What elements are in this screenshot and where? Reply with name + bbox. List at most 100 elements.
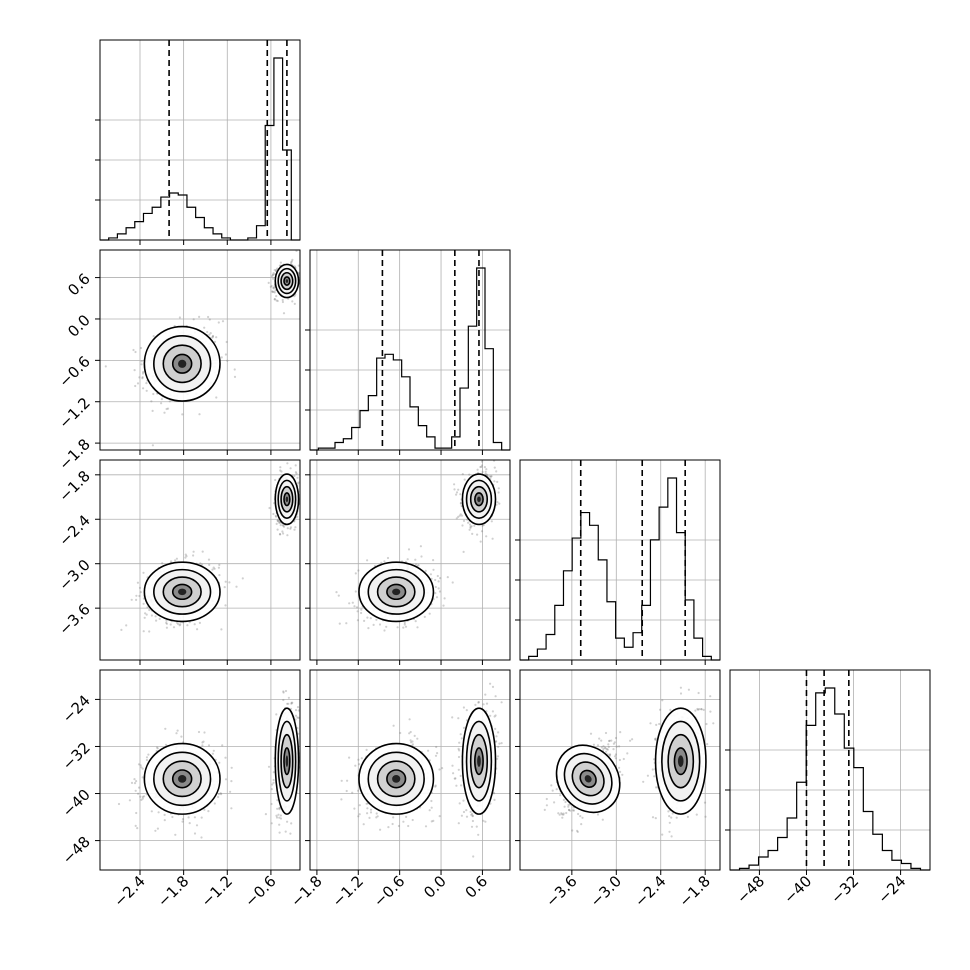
scatter-point	[467, 521, 470, 524]
scatter-point	[290, 261, 293, 264]
scatter-point	[278, 533, 282, 536]
scatter-point	[432, 568, 435, 571]
scatter-point	[165, 621, 168, 624]
scatter-point	[281, 300, 284, 304]
scatter-point	[291, 300, 294, 303]
scatter-point	[269, 285, 272, 288]
scatter-point	[289, 526, 292, 529]
scatter-point	[301, 494, 303, 496]
scatter-point	[338, 622, 341, 625]
scatter-point	[140, 798, 143, 802]
histogram-p3	[515, 459, 721, 661]
contour-line	[283, 747, 291, 776]
scatter-point	[481, 460, 484, 463]
scatter-point	[439, 577, 442, 580]
scatter-point	[272, 771, 275, 774]
scatter-point	[197, 730, 201, 734]
scatter-point	[473, 524, 476, 527]
scatter-point	[174, 559, 177, 562]
scatter-point	[293, 528, 296, 531]
panel-frame	[519, 459, 721, 661]
scatter-point	[365, 802, 368, 805]
scatter-point	[452, 772, 455, 775]
contour-line	[143, 325, 221, 402]
scatter-point	[206, 330, 209, 334]
scatter-point	[493, 480, 496, 483]
scatter-point	[281, 524, 284, 527]
scatter-point	[351, 601, 354, 604]
scatter-point	[134, 824, 137, 828]
histogram-step-line	[310, 267, 510, 451]
panel-frame	[99, 249, 301, 451]
scatter-point	[156, 827, 159, 830]
scatter-point	[138, 376, 141, 379]
scatter-point	[207, 810, 210, 813]
scatter-point	[437, 580, 440, 583]
scatter-point	[337, 594, 340, 597]
scatter-point	[279, 261, 282, 264]
scatter-point	[161, 562, 164, 565]
scatter-point	[282, 524, 285, 527]
scatter-point	[462, 519, 466, 523]
histogram-p2	[305, 249, 511, 451]
scatter-panel-p2-p3	[309, 459, 511, 661]
scatter-point	[366, 616, 369, 619]
scatter-point	[184, 553, 187, 556]
scatter-point	[451, 581, 454, 584]
scatter-point	[225, 340, 228, 344]
scatter-point	[297, 482, 300, 485]
scatter-point	[140, 766, 143, 769]
contour-line	[283, 492, 291, 507]
scatter-point	[282, 532, 285, 535]
scatter-point	[403, 621, 406, 624]
scatter-point	[279, 533, 282, 536]
scatter-point	[453, 777, 456, 780]
panel-frame	[729, 669, 931, 871]
scatter-point	[134, 384, 137, 388]
scatter-point	[402, 820, 405, 823]
scatter-point	[276, 799, 279, 802]
scatter-point	[163, 411, 166, 414]
panel-frame	[309, 249, 511, 451]
scatter-point	[220, 793, 223, 796]
scatter-point	[229, 790, 232, 793]
scatter-point	[392, 724, 395, 727]
scatter-point	[141, 767, 144, 770]
scatter-point	[459, 493, 462, 496]
scatter-point	[479, 465, 482, 469]
scatter-point	[474, 703, 477, 707]
scatter-point	[404, 625, 408, 628]
scatter-point	[484, 472, 487, 476]
contour-line	[280, 271, 294, 291]
scatter-point	[282, 312, 286, 315]
contour-line	[474, 492, 484, 507]
scatter-point	[294, 464, 297, 467]
scatter-point	[133, 369, 136, 372]
scatter-point	[345, 789, 348, 793]
scatter-point	[233, 368, 236, 371]
scatter-point	[340, 779, 343, 782]
scatter-point	[134, 350, 137, 354]
scatter-point	[357, 758, 360, 761]
scatter-point	[471, 532, 474, 536]
scatter-point	[293, 474, 296, 478]
scatter-point	[386, 556, 390, 560]
scatter-point	[470, 825, 474, 828]
scatter-point	[489, 475, 493, 478]
scatter-point	[437, 587, 440, 590]
scatter-point	[477, 833, 480, 836]
scatter-point	[476, 533, 479, 536]
scatter-point	[215, 396, 218, 399]
scatter-point	[438, 590, 441, 593]
scatter-point	[267, 281, 270, 284]
scatter-point	[150, 400, 153, 403]
scatter-point	[281, 298, 284, 302]
scatter-point	[294, 714, 298, 717]
scatter-point	[490, 475, 493, 478]
scatter-point	[141, 377, 144, 380]
scatter-point	[203, 808, 206, 811]
scatter-point	[273, 269, 276, 272]
scatter-point	[271, 290, 274, 294]
scatter-point	[286, 527, 289, 530]
scatter-point	[146, 606, 149, 609]
